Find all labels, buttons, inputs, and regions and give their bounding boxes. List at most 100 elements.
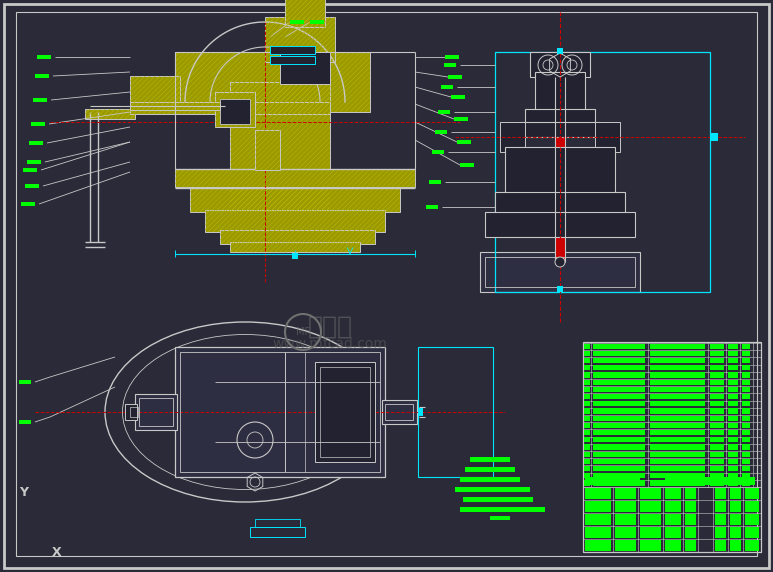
- Bar: [130, 407, 138, 417]
- Bar: [742, 387, 750, 392]
- Bar: [685, 540, 696, 551]
- Bar: [710, 365, 724, 370]
- Bar: [742, 437, 750, 442]
- Bar: [130, 76, 180, 104]
- Bar: [728, 415, 738, 420]
- Bar: [584, 372, 590, 378]
- Bar: [584, 466, 590, 471]
- Bar: [593, 466, 645, 471]
- Bar: [584, 473, 590, 478]
- Bar: [710, 372, 724, 378]
- Bar: [640, 527, 661, 538]
- Bar: [510, 147, 525, 159]
- Bar: [710, 358, 724, 363]
- Bar: [728, 394, 738, 399]
- Bar: [584, 459, 590, 464]
- Bar: [455, 487, 530, 492]
- Bar: [650, 351, 705, 356]
- Bar: [426, 205, 438, 209]
- Bar: [457, 140, 471, 144]
- Bar: [584, 401, 590, 406]
- Bar: [441, 85, 453, 89]
- Bar: [593, 473, 645, 478]
- Text: www.mfcad.com: www.mfcad.com: [273, 337, 387, 351]
- Bar: [650, 459, 705, 464]
- Bar: [742, 408, 750, 414]
- Bar: [742, 451, 750, 456]
- Bar: [584, 408, 590, 414]
- Bar: [180, 352, 380, 472]
- Bar: [583, 342, 761, 552]
- Bar: [495, 52, 710, 292]
- Bar: [465, 467, 515, 472]
- Bar: [27, 160, 41, 164]
- Bar: [650, 387, 705, 392]
- Bar: [175, 52, 370, 112]
- Bar: [745, 540, 759, 551]
- Bar: [650, 358, 705, 363]
- Bar: [650, 379, 705, 385]
- Bar: [665, 488, 681, 499]
- Bar: [742, 401, 750, 406]
- Bar: [593, 379, 645, 385]
- Bar: [745, 514, 759, 525]
- Bar: [742, 473, 750, 478]
- Bar: [139, 398, 173, 426]
- Bar: [715, 540, 726, 551]
- Bar: [290, 20, 304, 24]
- Bar: [650, 394, 705, 399]
- Bar: [463, 497, 533, 502]
- Bar: [650, 430, 705, 435]
- Bar: [615, 488, 636, 499]
- Bar: [285, 0, 325, 27]
- Bar: [710, 344, 724, 349]
- Bar: [728, 423, 738, 428]
- Bar: [742, 358, 750, 363]
- Bar: [728, 351, 738, 356]
- Bar: [310, 20, 324, 24]
- Bar: [320, 367, 370, 457]
- Bar: [557, 286, 563, 292]
- Bar: [215, 92, 255, 127]
- Bar: [525, 109, 595, 127]
- Bar: [585, 477, 640, 485]
- Bar: [685, 527, 696, 538]
- Bar: [485, 212, 635, 237]
- Bar: [742, 351, 750, 356]
- Bar: [220, 99, 250, 124]
- Bar: [728, 344, 738, 349]
- Bar: [33, 98, 47, 102]
- Bar: [742, 423, 750, 428]
- Bar: [593, 387, 645, 392]
- Bar: [175, 169, 415, 187]
- Bar: [728, 408, 738, 414]
- Bar: [593, 451, 645, 456]
- Bar: [742, 394, 750, 399]
- Bar: [742, 344, 750, 349]
- Bar: [250, 527, 305, 537]
- Bar: [615, 501, 636, 512]
- Bar: [230, 242, 360, 252]
- Bar: [640, 514, 661, 525]
- Bar: [710, 466, 724, 471]
- Bar: [255, 519, 300, 527]
- Bar: [585, 514, 611, 525]
- Bar: [429, 180, 441, 184]
- Bar: [650, 365, 705, 370]
- Bar: [640, 501, 661, 512]
- Bar: [584, 344, 590, 349]
- Bar: [742, 459, 750, 464]
- Bar: [451, 95, 465, 99]
- Bar: [710, 387, 724, 392]
- Bar: [728, 466, 738, 471]
- Bar: [470, 457, 510, 462]
- Bar: [728, 365, 738, 370]
- Bar: [418, 408, 423, 416]
- Bar: [593, 394, 645, 399]
- Bar: [135, 394, 177, 430]
- Bar: [593, 480, 645, 486]
- Text: MF: MF: [296, 327, 310, 337]
- Bar: [742, 372, 750, 378]
- Bar: [265, 17, 335, 62]
- Bar: [25, 184, 39, 188]
